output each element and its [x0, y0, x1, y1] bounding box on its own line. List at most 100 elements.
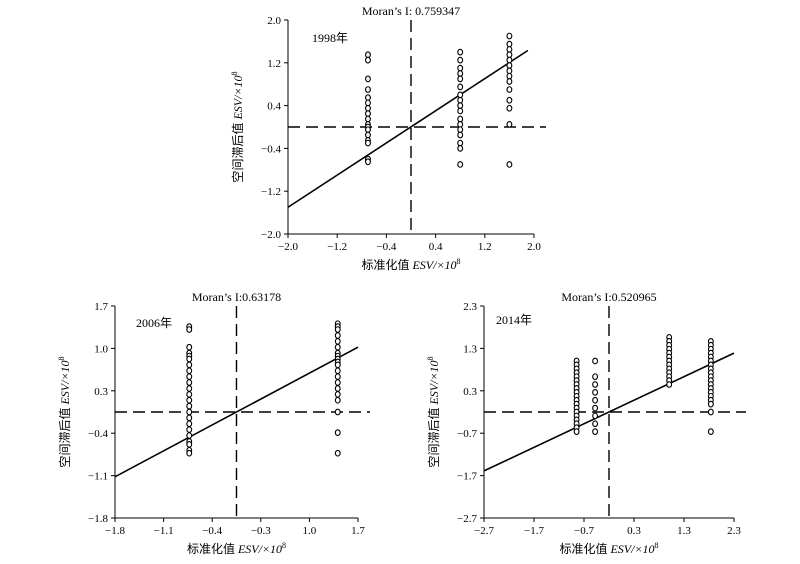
- y-tick-label: −2.7: [457, 513, 477, 525]
- y-tick-label: −0.7: [457, 428, 477, 440]
- data-point: [334, 385, 341, 392]
- data-point: [457, 145, 464, 152]
- data-point: [506, 51, 513, 59]
- data-point: [365, 104, 371, 112]
- year-label: 2006年: [136, 316, 172, 330]
- data-point: [186, 449, 193, 457]
- data-point: [365, 86, 371, 93]
- data-point: [186, 373, 193, 381]
- chart-title: Moran’s I:0.520965: [561, 290, 656, 304]
- data-point: [365, 131, 371, 139]
- data-point: [592, 404, 599, 412]
- y-axis-label: 空间滞后值 ESV/×108: [230, 71, 245, 182]
- chart-title: Moran’s I: 0.759347: [362, 4, 460, 18]
- y-tick-label: −1.1: [88, 471, 108, 483]
- data-point: [334, 390, 341, 398]
- data-point: [666, 381, 673, 388]
- data-point: [506, 67, 513, 75]
- data-point: [506, 40, 513, 48]
- data-point: [506, 32, 513, 40]
- chart-panel-2: −1.8 −1.1 −0.4 −0.3 1.0 1.7 −1.8 −1.1 −0.4 0.3 1.0…: [57, 290, 370, 556]
- data-point: [707, 400, 714, 408]
- x-tick-label: 0.4: [429, 241, 443, 253]
- data-point: [457, 56, 464, 64]
- x-tick-label: −0.4: [202, 525, 222, 537]
- y-axis-label: 空间滞后值 ESV/×108: [426, 356, 441, 467]
- y-tick-label: 1.3: [463, 343, 477, 355]
- data-point: [457, 91, 464, 99]
- data-point: [592, 381, 599, 388]
- data-point: [186, 367, 193, 375]
- data-point: [334, 396, 341, 404]
- data-point: [457, 83, 464, 91]
- data-point: [506, 72, 513, 80]
- y-tick-label: −0.4: [261, 143, 281, 155]
- x-tick-label: 0.3: [627, 525, 641, 537]
- data-point: [506, 46, 513, 53]
- y-tick-label: 1.2: [267, 58, 281, 70]
- data-point: [186, 426, 193, 434]
- data-point: [457, 48, 464, 56]
- data-point: [186, 343, 193, 351]
- data-point: [506, 62, 513, 69]
- x-axis-label: 标准化值 ESV/×108: [361, 257, 460, 272]
- data-point: [334, 367, 341, 375]
- data-point: [186, 355, 193, 363]
- data-point: [457, 96, 464, 104]
- data-point: [592, 420, 599, 428]
- data-point: [592, 428, 599, 435]
- data-point: [457, 115, 464, 123]
- y-tick-label: 2.0: [267, 15, 281, 27]
- y-tick-label: −1.2: [261, 186, 281, 198]
- data-point: [457, 120, 464, 128]
- data-point: [186, 361, 193, 369]
- data-point: [334, 332, 341, 339]
- data-point: [707, 428, 714, 435]
- x-axis-label: 标准化值 ESV/×108: [559, 541, 658, 556]
- data-point: [592, 389, 599, 396]
- data-point: [186, 408, 193, 416]
- x-tick-label: 1.0: [303, 525, 317, 537]
- y-tick-label: 2.3: [463, 301, 477, 313]
- data-point: [457, 161, 464, 168]
- x-tick-label: 1.2: [478, 241, 492, 253]
- y-tick-label: −2.0: [261, 229, 281, 241]
- data-point: [186, 390, 193, 398]
- x-tick-label: −0.4: [376, 241, 396, 253]
- data-point: [365, 75, 371, 83]
- data-point: [334, 337, 341, 345]
- y-tick-label: −1.8: [88, 513, 108, 525]
- data-point: [186, 379, 193, 386]
- data-point: [592, 373, 599, 381]
- data-point: [365, 158, 371, 166]
- data-point: [365, 99, 371, 107]
- data-point: [457, 75, 464, 83]
- data-point: [592, 412, 599, 420]
- data-point: [707, 408, 714, 416]
- data-point: [334, 429, 341, 436]
- x-tick-label: −1.8: [105, 525, 125, 537]
- data-point: [186, 420, 193, 428]
- data-point: [506, 120, 513, 128]
- data-point: [457, 126, 464, 134]
- x-tick-label: −2.0: [278, 241, 298, 253]
- data-point: [186, 414, 193, 422]
- y-tick-label: 1.0: [94, 343, 108, 355]
- data-point: [506, 104, 513, 112]
- x-tick-label: −1.7: [524, 525, 544, 537]
- x-tick-label: −1.2: [327, 241, 347, 253]
- y-tick-label: 1.7: [94, 301, 108, 313]
- data-point: [592, 357, 599, 365]
- data-point: [186, 385, 193, 392]
- data-point: [186, 326, 193, 333]
- regression-line: [287, 49, 529, 208]
- data-point: [457, 131, 464, 139]
- data-point: [186, 396, 193, 404]
- chart-panel-3: −2.7 −1.7 −0.7 0.3 1.3 2.3 −2.7 −1.7 −0.7 0.3 1.3 2…: [426, 290, 746, 556]
- regression-line: [114, 346, 359, 478]
- data-point: [186, 402, 193, 410]
- data-point: [506, 86, 513, 93]
- y-tick-label: 0.3: [463, 386, 477, 398]
- data-point: [334, 408, 341, 416]
